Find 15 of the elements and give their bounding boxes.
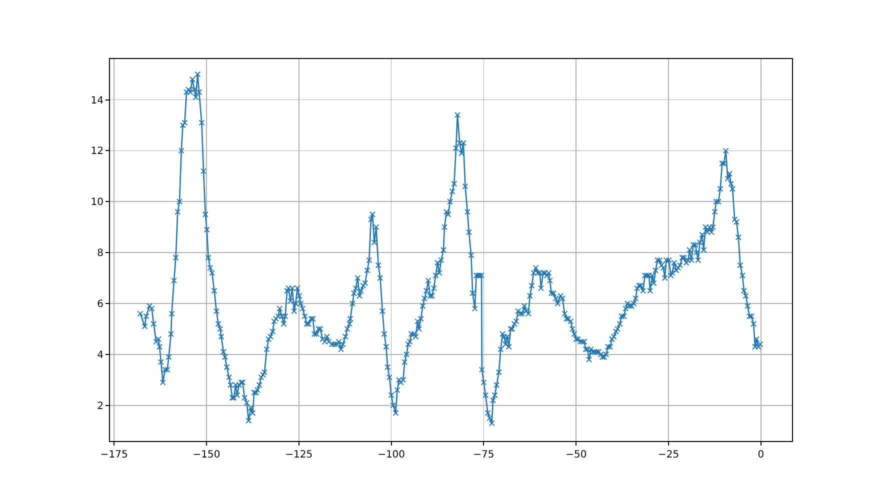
y-tick-label: 10 [90, 197, 104, 208]
x-tick-label: −50 [566, 450, 587, 460]
x-tick-label: −150 [192, 450, 220, 460]
x-tick-label: −125 [285, 450, 313, 460]
y-tick-label: 8 [97, 248, 104, 260]
x-tick-label: −75 [473, 450, 494, 460]
y-tick-label: 6 [97, 298, 104, 310]
x-tick-label: 0 [758, 450, 764, 460]
y-tick-label: 2 [97, 400, 104, 412]
x-tick-label: −25 [658, 450, 680, 460]
x-tick-label: −100 [378, 450, 406, 460]
y-tick-label: 14 [90, 95, 104, 106]
x-tick-label: −175 [100, 450, 128, 460]
y-tick-label: 4 [97, 350, 104, 361]
y-tick-label: 12 [90, 146, 104, 158]
